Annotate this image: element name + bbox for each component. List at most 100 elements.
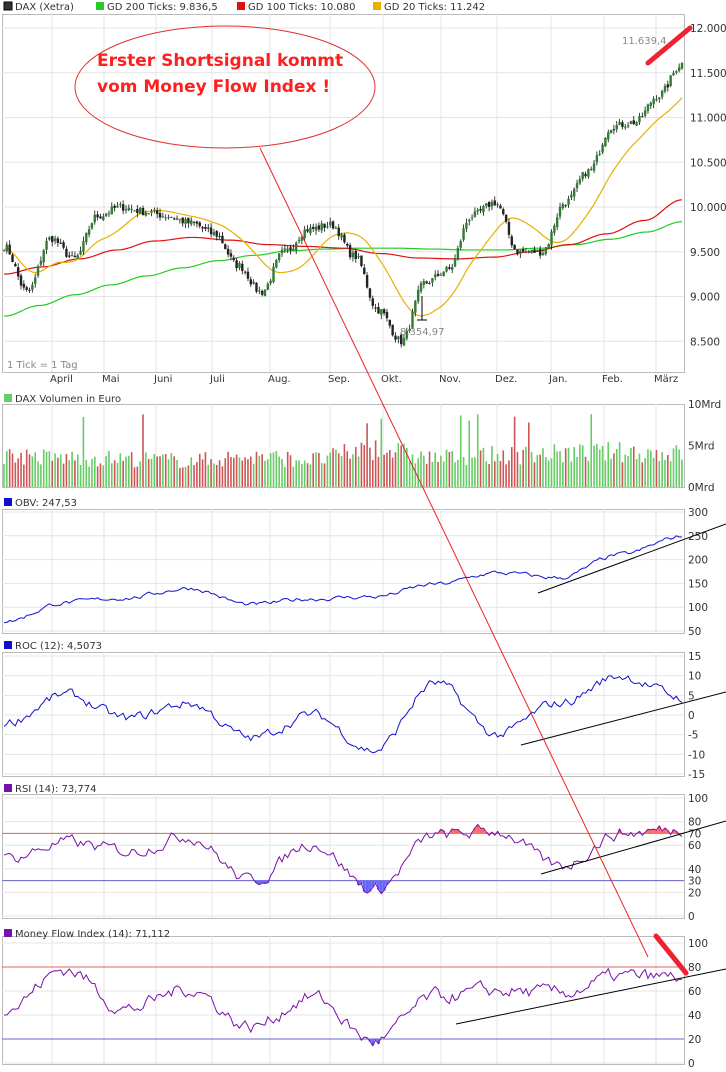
volume-bar [624,454,627,487]
volume-bar [31,456,34,487]
candle-body [442,271,445,277]
indicator-tick-label: 0 [688,710,695,722]
candle-body [414,300,417,313]
low-label: 8.354,97 [400,327,445,338]
candle-body [433,274,437,278]
candle-body [388,319,392,326]
candle-body [85,232,88,243]
volume-bar [420,451,422,487]
obv-legend-swatch [4,498,12,506]
indicator-tick-label: 5 [688,690,695,702]
candle-body [300,236,304,241]
candle-body [73,255,77,258]
legend-dax: DAX (Xetra) [15,2,74,13]
price-tick-label: 10.000 [690,202,726,214]
rsi-panel-frame [2,794,685,919]
candle-body [382,309,386,314]
volume-bar [119,453,122,487]
candle-body [581,171,584,179]
indicator-line [3,967,683,1047]
volume-bar [204,452,207,487]
month-label: Juni [153,374,172,385]
trendlines [455,523,726,1025]
volume-bar [187,465,190,487]
indicator-tick-label: 80 [688,962,701,974]
roc-title: ROC (12): 4,5073 [15,641,102,652]
price-tick-label: 11.500 [690,68,726,80]
volume-bar [607,442,610,487]
volume-bar [528,422,530,487]
candle-body [635,122,638,126]
candle-body [243,271,247,273]
volume-bar [672,448,675,487]
mfi-panel-frame [2,936,685,1065]
volume-bar [559,451,561,487]
candle-body [663,85,667,92]
volume-bar [669,461,672,487]
candle-body [459,241,462,248]
candle-body [658,97,661,99]
volume-bar [108,450,110,487]
candle-body [365,275,369,288]
candle-body [286,248,289,250]
indicator-tick-label: 100 [688,602,708,614]
legend-gd100: GD 100 Ticks: 10.080 [248,2,356,13]
candle-body [513,244,516,250]
volume-bar [20,452,22,487]
indicator-tick-label: -10 [688,749,705,761]
volume-bar [632,446,635,487]
candle-body [136,208,139,214]
candle-body [524,251,528,253]
candle-body [677,67,681,71]
month-label: Sep. [328,374,350,385]
candle-body [527,251,531,253]
volume-bar [502,450,505,487]
volume-bar [343,444,346,487]
volume-bar [491,446,493,487]
candle-body [425,281,428,284]
rsi-series [2,823,684,895]
volume-bar [309,464,312,487]
candle-body [133,210,136,212]
candle-body [530,249,533,253]
volume-bar [652,457,655,487]
candle-body [590,168,593,171]
volume-bar [383,454,385,487]
volume-bar [593,445,595,487]
price-top-marker [645,25,693,66]
candle-body [280,249,284,254]
volume-bar [581,445,584,487]
candle-body [175,218,179,220]
candle-body [411,311,414,329]
volume-bar [181,467,184,487]
volume-bar [130,452,133,487]
candle-body [14,263,17,267]
volume-bar [550,458,553,487]
candle-body [192,221,196,223]
candle-body [31,284,34,290]
volume-bar [627,456,629,487]
volume-bar [658,461,661,487]
volume-bar [570,461,573,487]
candle-body [419,283,423,292]
candle-body [59,242,62,244]
candle-body [42,250,45,263]
obv-title: OBV: 247,53 [15,498,77,509]
candle-body [2,250,6,252]
volume-bar [267,459,269,487]
volume-bar [65,453,68,487]
volume-bar [315,452,317,487]
candle-body [36,266,40,276]
candle-body [263,289,267,297]
candle-body [323,223,326,228]
candle-body [507,222,511,235]
candle-body [456,248,460,259]
volume-bar [601,445,604,487]
volume-bar [210,459,212,487]
candle-body [326,226,329,228]
candle-body [587,169,590,177]
volume-bar [423,455,425,487]
volume-bar [471,457,473,487]
volume-bar [349,458,351,487]
legend-dax-swatch [3,1,13,11]
